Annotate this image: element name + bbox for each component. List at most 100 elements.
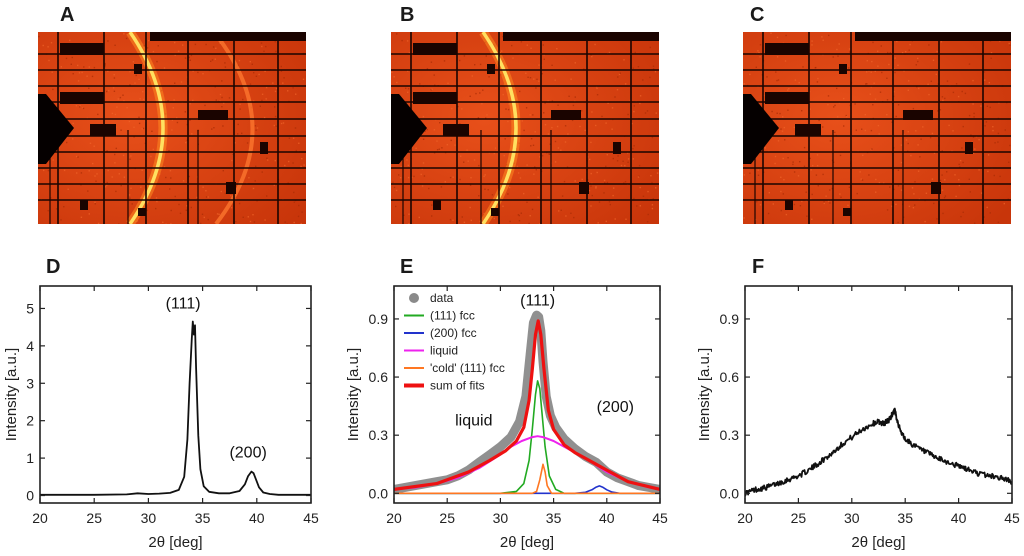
y-tick-label: 4	[26, 338, 34, 354]
y-tick-label: 0.0	[720, 485, 740, 501]
dead-pixel-region	[226, 182, 236, 194]
dead-pixel-region	[795, 124, 821, 136]
series--cold-111-fcc-1	[394, 463, 660, 495]
peak-annotation: (111)	[520, 292, 555, 309]
legend-entry: sum of fits	[430, 379, 485, 393]
beamstop	[391, 94, 427, 164]
y-tick-label: 0.3	[369, 427, 389, 443]
dead-pixel-region	[90, 124, 116, 136]
x-tick-label: 35	[195, 510, 211, 526]
panel-letter-e: E	[400, 256, 414, 278]
dead-pixel-region	[198, 110, 228, 120]
dead-pixel-region	[579, 182, 589, 194]
y-tick-label: 0.9	[720, 311, 740, 327]
legend-entry: data	[430, 291, 454, 305]
series-sum-of-fits-1	[394, 319, 660, 491]
x-tick-label: 30	[141, 510, 157, 526]
x-axis-label: 2θ [deg]	[500, 534, 554, 551]
x-tick-label: 25	[86, 510, 102, 526]
x-tick-label: 45	[652, 510, 668, 526]
y-axis-label: Intensity [a.u.]	[345, 348, 362, 441]
y-tick-label: 1	[26, 450, 34, 466]
x-tick-label: 30	[493, 510, 509, 526]
x-tick-label: 20	[386, 510, 402, 526]
dead-pixel-region	[765, 92, 809, 104]
dead-pixel-region	[60, 43, 104, 55]
dead-pixel-region	[765, 43, 809, 55]
legend-entry: (200) fcc	[430, 326, 477, 340]
x-tick-label: 20	[737, 510, 753, 526]
legend-marker	[409, 293, 419, 303]
dead-pixel-region	[613, 142, 621, 154]
y-tick-label: 0.0	[369, 485, 389, 501]
dead-pixel-region	[843, 208, 851, 216]
dead-pixel-region	[551, 110, 581, 120]
panel-letter-b: B	[400, 4, 415, 26]
peak-annotation: (200)	[229, 444, 266, 461]
panel-letter-a: A	[60, 4, 75, 26]
x-tick-label: 25	[439, 510, 455, 526]
dead-pixel-region	[491, 208, 499, 216]
x-tick-label: 20	[32, 510, 48, 526]
peak-annotation: liquid	[455, 413, 492, 430]
y-tick-label: 0.6	[369, 369, 389, 385]
y-axis-label: Intensity [a.u.]	[3, 348, 20, 441]
plot-frame	[39, 285, 312, 504]
y-tick-label: 0.9	[369, 311, 389, 327]
dead-pixel-region	[965, 142, 973, 154]
y-tick-label: 0	[26, 488, 34, 504]
dead-pixel-region	[80, 200, 88, 210]
plot-frame	[744, 285, 1013, 504]
x-tick-label: 35	[897, 510, 913, 526]
dark-band	[855, 32, 1011, 41]
series--111-fcc-1	[394, 380, 660, 495]
series-line-0	[40, 320, 311, 496]
beamstop	[38, 94, 74, 164]
panel-letter-c: C	[750, 4, 765, 26]
beamstop	[743, 94, 779, 164]
dead-pixel-region	[839, 64, 847, 74]
dead-pixel-region	[413, 92, 457, 104]
dark-band	[503, 32, 659, 41]
peak-annotation: (200)	[597, 399, 634, 416]
x-tick-label: 40	[951, 510, 967, 526]
detector-background	[743, 32, 1011, 224]
dead-pixel-region	[260, 142, 268, 154]
dead-pixel-region	[785, 200, 793, 210]
y-axis-label: Intensity [a.u.]	[696, 348, 713, 441]
dead-pixel-region	[903, 110, 933, 120]
series-line-2	[745, 407, 1012, 497]
series-liquid-1	[394, 435, 660, 491]
dead-pixel-region	[443, 124, 469, 136]
x-tick-label: 45	[303, 510, 319, 526]
x-axis-label: 2θ [deg]	[148, 534, 202, 551]
y-tick-label: 2	[26, 413, 34, 429]
dead-pixel-region	[138, 208, 146, 216]
x-tick-label: 40	[249, 510, 265, 526]
dead-pixel-region	[433, 200, 441, 210]
series--200-fcc-1	[394, 485, 660, 495]
dead-pixel-region	[487, 64, 495, 74]
peak-annotation: (111)	[166, 295, 201, 312]
detector-image-a	[38, 32, 306, 224]
dead-pixel-region	[134, 64, 142, 74]
x-tick-label: 25	[791, 510, 807, 526]
x-tick-label: 40	[599, 510, 615, 526]
legend-entry: 'cold' (111) fcc	[430, 361, 505, 375]
panel-letter-d: D	[46, 256, 61, 278]
y-tick-label: 5	[26, 300, 34, 316]
dark-band	[150, 32, 306, 41]
detector-background	[391, 32, 659, 224]
dead-pixel-region	[60, 92, 104, 104]
plot-frame	[393, 285, 661, 504]
x-axis-label: 2θ [deg]	[851, 534, 905, 551]
legend-entry: (111) fcc	[430, 309, 475, 323]
y-tick-label: 0.6	[720, 369, 740, 385]
legend-entry: liquid	[430, 344, 458, 358]
dead-pixel-region	[413, 43, 457, 55]
dead-pixel-region	[931, 182, 941, 194]
y-tick-label: 3	[26, 375, 34, 391]
y-tick-label: 0.3	[720, 427, 740, 443]
series-data-1	[394, 310, 660, 494]
x-tick-label: 30	[844, 510, 860, 526]
